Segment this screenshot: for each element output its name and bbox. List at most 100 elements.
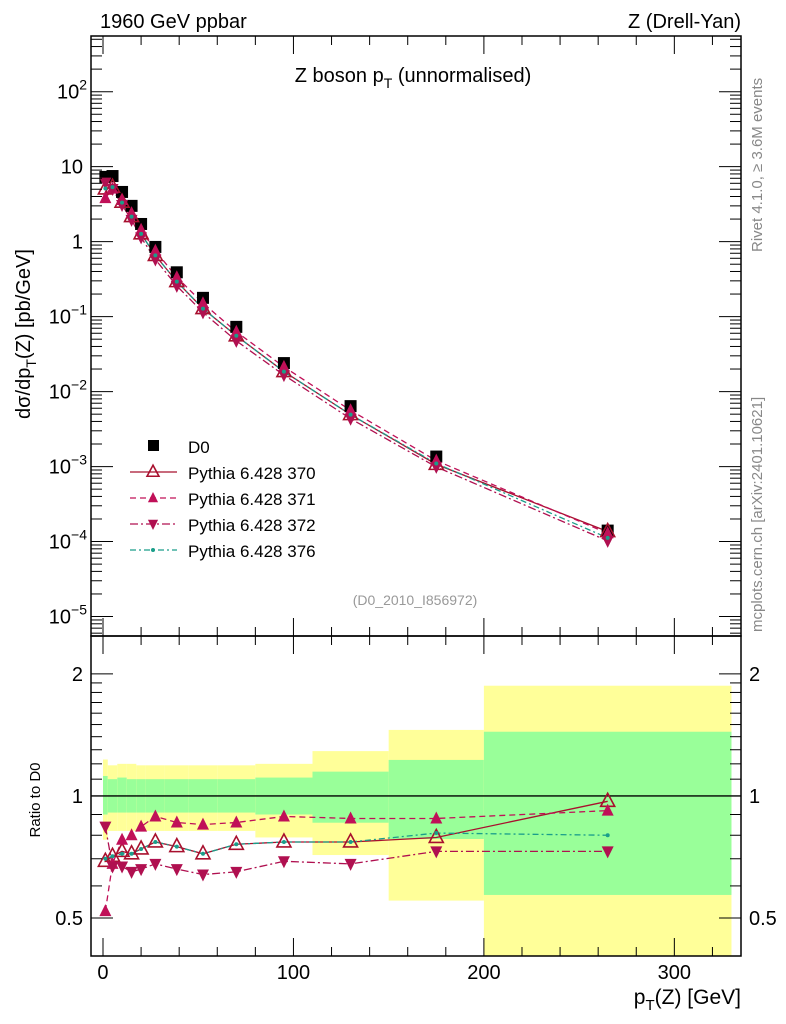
main-point-p371 <box>196 296 209 309</box>
plot-marks <box>97 170 617 917</box>
main-point-p376 <box>605 535 610 540</box>
ratio-point-p372 <box>106 861 119 874</box>
legend-marker-p370 <box>145 463 161 478</box>
ratio-y-tick-label-right: 1 <box>749 786 760 808</box>
ratio-point-p370 <box>342 832 359 848</box>
ratio-point-p371 <box>601 803 614 816</box>
main-y-tick-label: 10−1 <box>49 302 87 329</box>
main-point-p372 <box>99 177 112 190</box>
main-point-p371 <box>230 324 243 337</box>
main-y-tick-label: 1 <box>72 232 83 254</box>
ratio-point-p371 <box>344 811 357 824</box>
tick-exponent: −2 <box>71 377 87 393</box>
main-y-tick-label: 10−5 <box>49 602 87 629</box>
ratio-point-p371 <box>135 819 148 832</box>
main-point-p371 <box>149 243 162 256</box>
main-point-p376 <box>120 200 125 205</box>
ratio-point-p372 <box>125 866 138 879</box>
main-point-d0 <box>125 199 138 212</box>
stat-uncertainty-band <box>117 777 127 813</box>
ratio-point-p372 <box>170 864 183 877</box>
ratio-point-p376 <box>153 839 158 844</box>
tick-base: 10 <box>49 532 71 554</box>
ratio-point-p372 <box>601 846 614 859</box>
ratio-point-p370 <box>147 832 164 848</box>
tick-exponent: −5 <box>71 602 87 618</box>
main-point-p376 <box>234 333 239 338</box>
main-point-p371 <box>135 222 148 235</box>
analysis-watermark: (D0_2010_I856972) <box>353 592 478 608</box>
legend-label-p370: Pythia 6.428 370 <box>188 464 316 483</box>
stat-uncertainty-band <box>102 775 108 815</box>
main-y-axis-label: dσ/dpT(Z) [pb/GeV] <box>13 249 39 419</box>
ratio-point-p371 <box>125 828 138 841</box>
ratio-point-p372 <box>230 866 243 879</box>
ratio-point-p370 <box>427 827 445 844</box>
main-point-p376 <box>200 306 205 311</box>
ratio-point-p376 <box>348 839 353 844</box>
main-point-d0 <box>116 185 129 198</box>
ratio-point-p370 <box>113 841 131 858</box>
stat-uncertainty-band <box>388 759 484 840</box>
ratio-point-p370 <box>168 836 186 853</box>
main-point-p372 <box>601 535 614 548</box>
main-line-p371 <box>104 187 608 534</box>
ratio-point-p370 <box>97 851 114 868</box>
main-point-p376 <box>139 231 144 236</box>
main-point-p376 <box>110 185 115 190</box>
main-point-p376 <box>348 412 353 417</box>
tick-base: 10 <box>49 382 71 404</box>
ratio-point-p372 <box>344 858 357 871</box>
tick-base: 10 <box>49 307 71 329</box>
main-point-p372 <box>170 280 183 293</box>
ratio-point-p376 <box>139 846 144 851</box>
ratio-point-p372 <box>149 858 162 871</box>
x-tick-label: 300 <box>658 962 691 984</box>
ratio-point-p376 <box>103 856 108 861</box>
main-point-p372 <box>196 307 209 320</box>
ratio-point-p371 <box>430 811 443 824</box>
ratio-point-p372 <box>116 861 129 874</box>
main-point-p372 <box>149 254 162 267</box>
rivet-version-text: Rivet 4.1.0, ≥ 3.6M events <box>749 78 766 252</box>
ratio-point-p376 <box>434 831 439 836</box>
ratio-y-tick-label-left: 2 <box>72 664 83 686</box>
main-y-tick-label: 10−4 <box>49 527 87 554</box>
header-left: 1960 GeV ppbar <box>100 11 247 33</box>
ratio-point-p372 <box>135 864 148 877</box>
ratio-point-p372 <box>196 869 209 882</box>
legend-marker-p371 <box>147 492 159 503</box>
main-point-p372 <box>277 370 290 383</box>
ratio-point-p371 <box>277 809 290 822</box>
ratio-point-p376 <box>110 854 115 859</box>
tick-base: 10 <box>49 457 71 479</box>
ratio-point-p371 <box>116 832 129 845</box>
main-title: Z boson pT (unnormalised) <box>295 65 531 91</box>
ratio-point-p371 <box>230 815 243 828</box>
legend: D0 Pythia 6.428 370 Pythia 6.428 371 Pythia… <box>130 438 316 561</box>
main-y-tick-label: 10−2 <box>49 377 87 404</box>
x-tick-label: 100 <box>277 962 310 984</box>
main-point-p376 <box>103 186 108 191</box>
ratio-y-tick-label-left: 0.5 <box>55 908 83 930</box>
ratio-point-p371 <box>149 809 162 822</box>
main-point-p372 <box>125 214 138 227</box>
ratio-y-tick-label-right: 2 <box>749 664 760 686</box>
main-point-p371 <box>99 191 112 204</box>
tick-base: 10 <box>57 82 79 104</box>
legend-label-p372: Pythia 6.428 372 <box>188 516 316 535</box>
main-point-p371 <box>344 403 357 416</box>
main-point-p376 <box>129 214 134 219</box>
main-y-tick-label: 10 <box>61 157 83 179</box>
main-point-p372 <box>106 184 119 197</box>
ratio-point-p376 <box>174 844 179 849</box>
x-axis-label: pT(Z) [GeV] <box>634 986 741 1014</box>
legend-label-p376: Pythia 6.428 376 <box>188 542 316 561</box>
ratio-point-p376 <box>200 851 205 856</box>
main-point-p376 <box>153 253 158 258</box>
ratio-uncertainty-bands <box>91 685 741 956</box>
main-point-p376 <box>281 369 286 374</box>
ratio-point-p376 <box>281 839 286 844</box>
main-point-p376 <box>174 279 179 284</box>
